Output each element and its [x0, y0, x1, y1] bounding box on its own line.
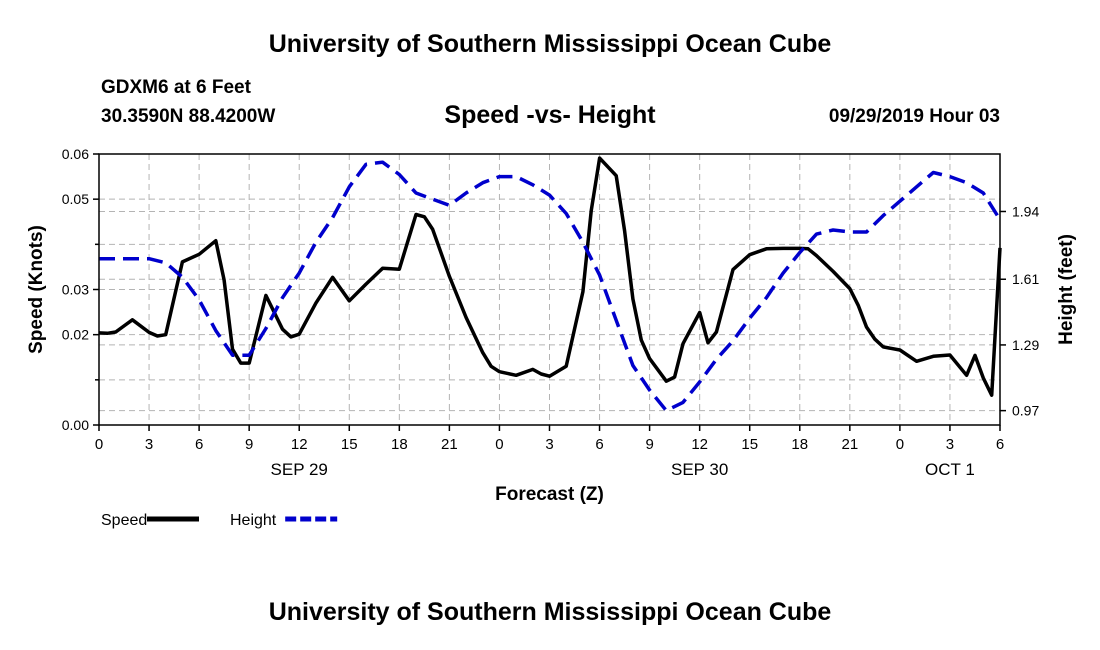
x-tick-label: 6 — [595, 436, 603, 453]
y-tick-label: 0.05 — [62, 191, 89, 207]
x-tick-label: 0 — [495, 436, 503, 453]
x-tick-label: 15 — [341, 436, 358, 453]
station-name: GDXM6 at 6 Feet — [101, 77, 251, 98]
y-axis-label: Speed (Knots) — [26, 225, 47, 354]
y-tick-label: 0.03 — [62, 282, 89, 298]
x-tick-label: 18 — [391, 436, 408, 453]
legend: Speed Height — [101, 512, 338, 529]
y-tick-label: 0.06 — [62, 146, 89, 162]
footer-title: University of Southern Mississippi Ocean… — [268, 598, 832, 626]
y2-tick-label: 1.61 — [1012, 271, 1039, 287]
y-tick-label: 0.02 — [62, 327, 89, 343]
legend-label: Height — [230, 512, 277, 529]
x-axis-label: Forecast (Z) — [495, 484, 604, 505]
station-coordinates: 30.3590N 88.4200W — [101, 106, 276, 127]
x-tick-label: 9 — [645, 436, 653, 453]
axes: 0 3 6 9 12 15 18 21 0 3 6 9 12 15 18 21 0 3 6 SEP 29 SEP 30 O… — [62, 146, 1040, 479]
x-tick-label: 0 — [896, 436, 904, 453]
x-tick-label: 6 — [996, 436, 1004, 453]
y2-tick-label: 1.94 — [1012, 203, 1039, 219]
x-tick-label: 6 — [195, 436, 203, 453]
x-tick-label: 15 — [741, 436, 758, 453]
series-line-height — [99, 160, 1002, 413]
series-line-speed — [98, 156, 1002, 397]
x-tick-label: 18 — [791, 436, 808, 453]
x-tick-label: 9 — [245, 436, 253, 453]
date-label: OCT 1 — [925, 460, 975, 479]
y2-tick-label: 1.29 — [1012, 337, 1039, 353]
page-title: University of Southern Mississippi Ocean… — [268, 30, 832, 58]
x-tick-label: 3 — [545, 436, 553, 453]
series-layer — [98, 156, 1002, 413]
date-label: SEP 29 — [271, 460, 328, 479]
legend-label: Speed — [101, 512, 147, 529]
x-tick-label: 21 — [441, 436, 458, 453]
x-tick-label: 12 — [291, 436, 308, 453]
x-tick-label: 3 — [946, 436, 954, 453]
chart-title: Speed -vs- Height — [444, 101, 656, 129]
x-tick-label: 12 — [691, 436, 708, 453]
x-tick-label: 3 — [145, 436, 153, 453]
date-label: SEP 30 — [671, 460, 728, 479]
x-tick-label: 21 — [841, 436, 858, 453]
y2-tick-label: 0.97 — [1012, 403, 1039, 419]
forecast-datetime: 09/29/2019 Hour 03 — [828, 106, 1000, 127]
x-tick-label: 0 — [95, 436, 103, 453]
y2-axis-label: Height (feet) — [1056, 234, 1077, 345]
y-tick-label: 0.00 — [62, 417, 89, 433]
